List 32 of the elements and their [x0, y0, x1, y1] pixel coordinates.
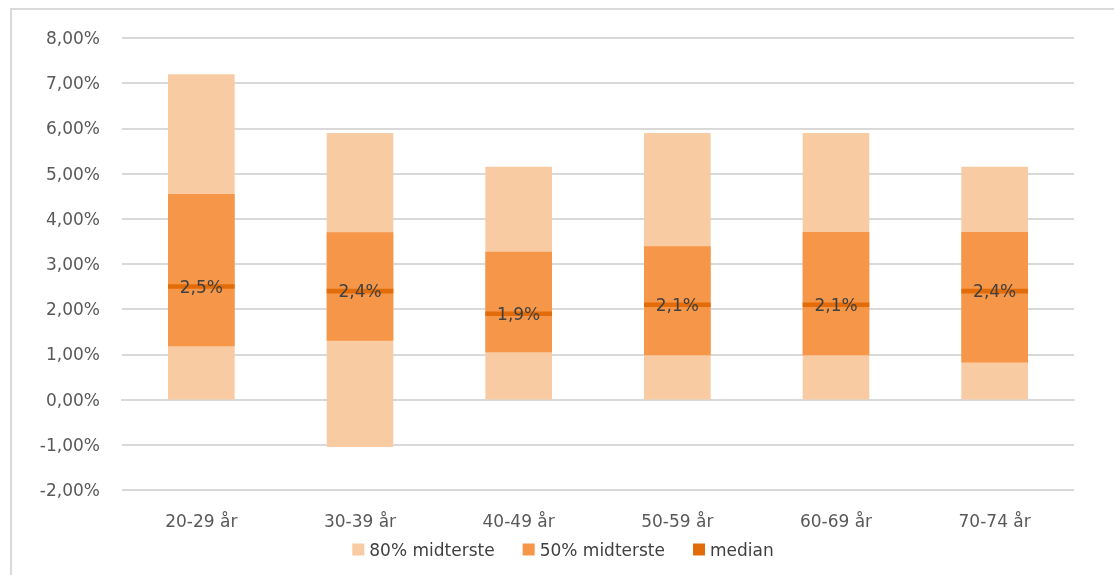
y-tick-label: 2,00%	[45, 299, 100, 320]
bar	[485, 251, 552, 353]
x-tick-label: 20-29 år	[165, 510, 238, 531]
y-tick-label: -1,00%	[39, 434, 100, 455]
bar	[326, 232, 394, 341]
x-tick-label: 70-74 år	[958, 510, 1031, 531]
y-tick-label: 0,00%	[45, 389, 100, 410]
y-tick-label: 5,00%	[45, 163, 100, 184]
y-tick-label: 6,00%	[45, 118, 100, 139]
x-tick-label: 40-49 år	[482, 510, 555, 531]
x-tick-label: 50-59 år	[641, 510, 714, 531]
data-label: 2,4%	[338, 281, 382, 302]
y-tick-label: 3,00%	[45, 254, 100, 274]
y-tick-label: -2,00%	[39, 480, 100, 500]
data-label: 2,5%	[179, 276, 223, 297]
bar	[802, 231, 870, 356]
bar	[961, 231, 1028, 363]
legend-label: median	[710, 539, 774, 560]
legend-label: 50% midterste	[539, 539, 665, 560]
y-tick-label: 4,00%	[45, 208, 100, 229]
bar	[168, 193, 235, 347]
bar	[644, 246, 711, 356]
y-tick-label: 8,00%	[45, 28, 100, 48]
x-tick-label: 30-39 år	[323, 510, 397, 531]
y-tick-label: 1,00%	[45, 344, 100, 365]
data-label: 2,1%	[814, 294, 858, 315]
data-label: 1,9%	[497, 303, 541, 324]
y-tick-label: 7,00%	[45, 73, 100, 94]
data-label: 2,4%	[973, 281, 1017, 302]
x-tick-label: 60-69 år	[799, 510, 873, 531]
data-label: 2,1%	[655, 294, 699, 315]
legend-label: 80% midterste	[369, 539, 495, 560]
